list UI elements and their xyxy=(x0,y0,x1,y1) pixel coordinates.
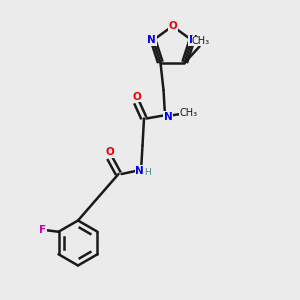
Text: CH₃: CH₃ xyxy=(179,107,197,118)
Text: N: N xyxy=(147,35,156,45)
Text: N: N xyxy=(135,166,144,176)
Text: N: N xyxy=(189,35,198,45)
Text: N: N xyxy=(164,112,172,122)
Text: O: O xyxy=(105,147,114,157)
Text: H: H xyxy=(144,168,151,177)
Text: F: F xyxy=(39,225,46,235)
Text: O: O xyxy=(132,92,141,102)
Text: O: O xyxy=(168,21,177,31)
Text: CH₃: CH₃ xyxy=(192,36,210,46)
